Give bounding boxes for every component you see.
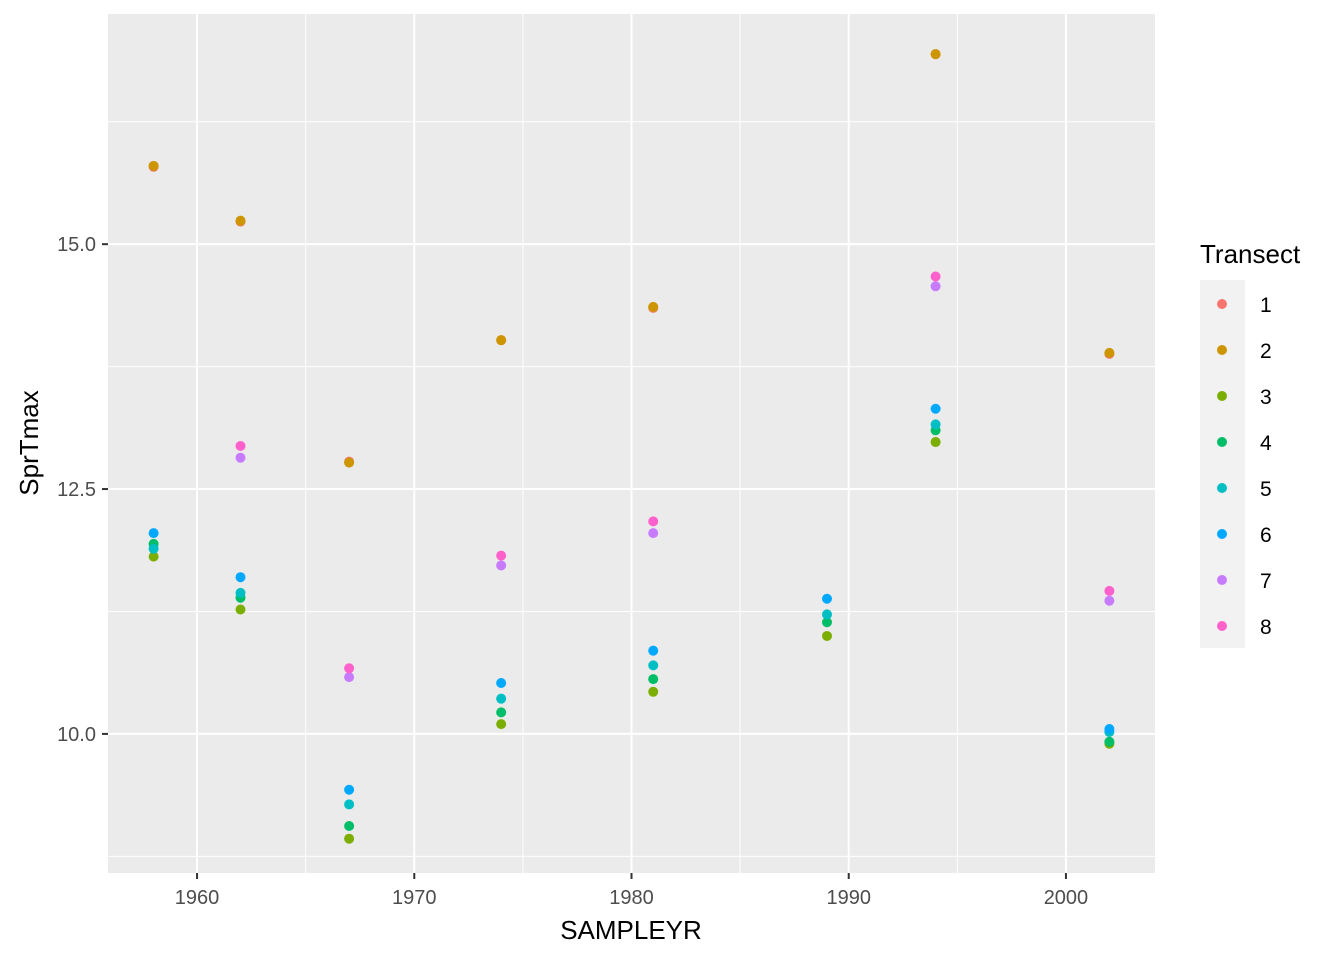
data-point-transect-2 [496,335,507,346]
legend-key-7 [1217,575,1227,585]
major-gridlines [108,14,1155,873]
data-point-transect-6 [821,593,832,604]
data-point-transect-6 [1104,724,1115,735]
legend-key-background [1200,280,1245,648]
data-point-transect-2 [930,49,941,60]
data-point-transect-2 [148,160,159,171]
x-axis-ticks: 1960 1970 1980 1990 2000 [175,873,1088,909]
data-point-transect-5 [496,693,507,704]
x-tick-label: 1990 [826,887,871,909]
legend-label: 4 [1260,432,1272,455]
data-point-transect-3 [930,437,941,448]
legend-label: 2 [1260,340,1272,363]
data-point-transect-4 [821,617,832,628]
data-point-transect-6 [235,572,246,583]
legend-label: 7 [1260,570,1272,593]
data-point-transect-2 [648,301,659,312]
data-point-transect-7 [1104,595,1115,606]
legend-label: 5 [1260,478,1272,501]
data-point-transect-4 [648,674,659,685]
data-point-transect-7 [344,672,355,683]
data-point-transect-2 [1104,347,1115,358]
y-tick-label: 15.0 [57,234,96,256]
legend-key-4 [1217,437,1227,447]
y-axis-title: SprTmax [14,390,44,495]
data-point-transect-8 [648,516,659,527]
data-point-transect-5 [648,660,659,671]
x-tick-label: 1960 [175,887,220,909]
data-point-transect-5 [930,419,941,430]
legend-label: 1 [1260,294,1272,317]
data-point-transect-6 [930,403,941,414]
legend-label: 8 [1260,616,1272,639]
data-point-transect-2 [344,457,355,468]
data-point-transect-5 [821,609,832,620]
data-point-transect-7 [930,281,941,292]
data-point-transect-4 [344,820,355,831]
legend: Transect 1 2 3 4 5 6 7 8 [1200,239,1301,648]
data-point-transect-2 [235,215,246,226]
data-point-transect-5 [235,587,246,598]
data-point-transect-6 [496,677,507,688]
data-point-transect-4 [496,707,507,718]
y-tick-label: 12.5 [57,479,96,501]
legend-key-2 [1217,345,1227,355]
data-point-transect-3 [496,719,507,730]
legend-items: 1 2 3 4 5 6 7 8 [1217,294,1272,639]
x-tick-label: 1980 [609,887,654,909]
data-point-transect-5 [344,799,355,810]
data-point-transect-7 [496,560,507,571]
legend-key-1 [1217,299,1227,309]
data-point-transect-3 [821,630,832,641]
legend-key-3 [1217,391,1227,401]
legend-key-5 [1217,483,1227,493]
data-point-transect-8 [1104,585,1115,596]
x-tick-label: 1970 [392,887,437,909]
data-point-transect-7 [648,528,659,539]
data-point-transect-8 [235,440,246,451]
data-point-transect-6 [344,784,355,795]
data-points [148,49,1115,844]
x-axis-title: SAMPLEYR [560,915,702,945]
legend-label: 3 [1260,386,1272,409]
data-point-transect-7 [235,452,246,463]
data-point-transect-3 [648,686,659,697]
y-tick-label: 10.0 [57,724,96,746]
legend-label: 6 [1260,524,1272,547]
data-point-transect-5 [148,543,159,554]
legend-key-8 [1217,621,1227,631]
data-point-transect-4 [1104,736,1115,747]
data-point-transect-8 [496,550,507,561]
x-tick-label: 2000 [1044,887,1089,909]
data-point-transect-3 [148,551,159,562]
legend-key-6 [1217,529,1227,539]
legend-title: Transect [1200,239,1301,269]
y-axis-ticks: 10.0 12.5 15.0 [57,234,108,746]
data-point-transect-6 [148,528,159,539]
data-point-transect-8 [930,271,941,282]
data-point-transect-3 [235,604,246,615]
data-point-transect-6 [648,645,659,656]
data-point-transect-3 [344,833,355,844]
data-point-transect-8 [344,663,355,674]
